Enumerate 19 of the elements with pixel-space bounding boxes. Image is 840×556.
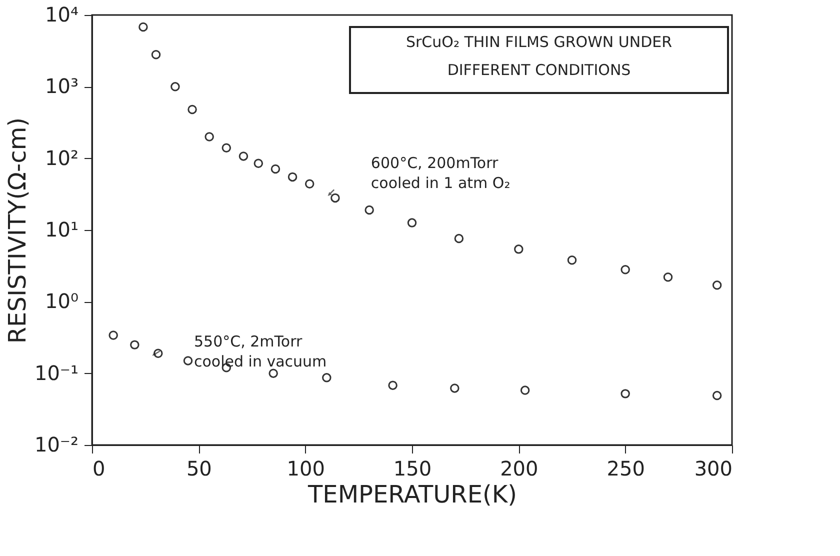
x-tick-label: 250 bbox=[606, 456, 645, 480]
x-axis-title: TEMPERATURE(K) bbox=[307, 480, 517, 508]
x-tick-label: 100 bbox=[286, 456, 325, 480]
y-tick-label: 10⁻¹ bbox=[34, 360, 78, 385]
x-tick-label: 50 bbox=[186, 456, 212, 480]
x-tick-label: 200 bbox=[500, 456, 538, 480]
annotation: 550°C, 2mTorr cooled in vacuum bbox=[194, 332, 327, 370]
y-tick-label: 10³ bbox=[45, 74, 78, 98]
y-tick-label: 10⁴ bbox=[45, 2, 78, 26]
x-tick-label: 150 bbox=[393, 456, 432, 480]
x-tick-label: 300 bbox=[694, 456, 732, 480]
y-tick-label: 10⁰ bbox=[45, 289, 78, 314]
annotation: SrCuO₂ THIN FILMS GROWN UNDER DIFFERENT CONDITIONS bbox=[406, 33, 672, 79]
y-tick-label: 10⁻² bbox=[34, 432, 78, 456]
y-axis-title: RESISTIVITY(Ω-cm) bbox=[3, 117, 32, 344]
x-tick-label: 0 bbox=[92, 456, 106, 480]
y-tick-label: 10² bbox=[45, 146, 78, 170]
y-tick-label: 10¹ bbox=[45, 218, 78, 242]
annotation: 600°C, 200mTorr cooled in 1 atm O₂ bbox=[370, 154, 510, 192]
